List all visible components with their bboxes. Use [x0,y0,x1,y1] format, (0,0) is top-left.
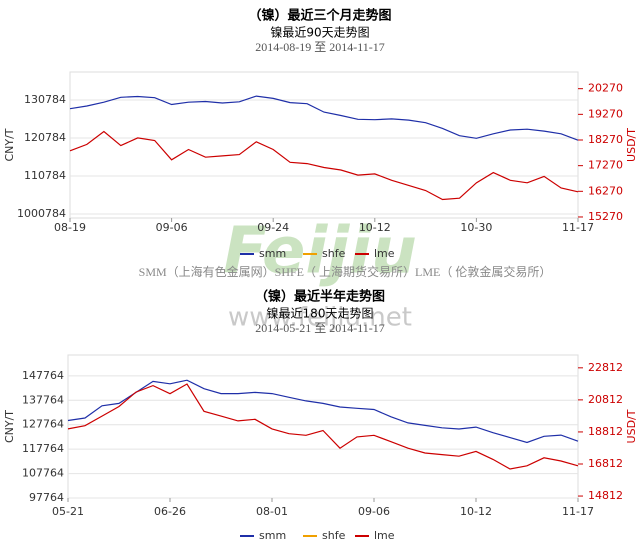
y-tick-label: 130784 [24,93,66,106]
series-line [69,95,579,141]
legend-label: shfe [322,529,346,542]
x-tick-label: 11-17 [562,221,594,234]
y2-tick-label: 16812 [588,457,623,470]
plot-area [69,71,579,219]
series-line [69,130,579,201]
y-tick-label: 147764 [22,369,64,382]
x-tick-label: 09-06 [156,221,188,234]
y2-tick-label: 17270 [588,159,623,172]
watermark-url: www.feijiu.net [228,303,412,333]
chart-title: （镍）最近三个月走势图 [248,8,391,24]
y2-axis-title: USD/T [625,409,638,443]
source-note: SMM（上海有色金属网）SHFE（ 上海期货交易所）LME（ 伦敦金属交易所） [139,264,552,279]
x-tick-label: 08-19 [54,221,86,234]
chart-subtitle: 镍最近90天走势图 [270,26,369,40]
y2-tick-label: 22812 [588,361,623,374]
legend-label: shfe [322,247,346,260]
y2-tick-label: 20812 [588,393,623,406]
x-tick-label: 05-21 [52,505,84,518]
series-line [67,379,579,444]
legend-label: lme [374,529,395,542]
y-tick-label: 117764 [22,442,64,455]
y2-axis-title: USD/T [625,128,638,162]
x-tick-label: 09-06 [358,505,390,518]
x-tick-label: 09-24 [257,221,289,234]
date-range: 2014-08-19 至 2014-11-17 [255,40,385,54]
x-tick-label: 11-17 [562,505,594,518]
x-tick-label: 10-12 [460,505,492,518]
plot-area [67,354,579,499]
y2-tick-label: 16270 [588,184,623,197]
chart-subtitle: 镍最近180天走势图 [267,307,374,321]
y2-tick-label: 18270 [588,133,623,146]
y-tick-label: 1000784 [17,207,66,220]
legend-label: lme [374,247,395,260]
y-tick-label: 120784 [24,131,66,144]
legend-label: smm [259,529,286,542]
y-axis-title: CNY/T [3,128,16,161]
legend-label: smm [259,247,286,260]
x-tick-label: 10-12 [359,221,391,234]
x-tick-label: 06-26 [154,505,186,518]
y2-tick-label: 18812 [588,425,623,438]
y2-tick-label: 20270 [588,82,623,95]
y-tick-label: 127764 [22,418,64,431]
chart-title: （镍）最近半年走势图 [255,289,385,305]
y-tick-label: 110784 [24,169,66,182]
y-axis-title: CNY/T [3,410,16,443]
y2-tick-label: 15270 [588,210,623,223]
watermark: Feijiu [223,215,417,289]
y2-tick-label: 19270 [588,107,623,120]
y2-tick-label: 14812 [588,489,623,502]
y-tick-label: 97764 [29,491,64,504]
y-tick-label: 137764 [22,393,64,406]
series-line [67,383,579,470]
y-tick-label: 107764 [22,467,64,480]
x-tick-label: 10-30 [460,221,492,234]
x-tick-label: 08-01 [256,505,288,518]
date-range: 2014-05-21 至 2014-11-17 [255,321,385,335]
